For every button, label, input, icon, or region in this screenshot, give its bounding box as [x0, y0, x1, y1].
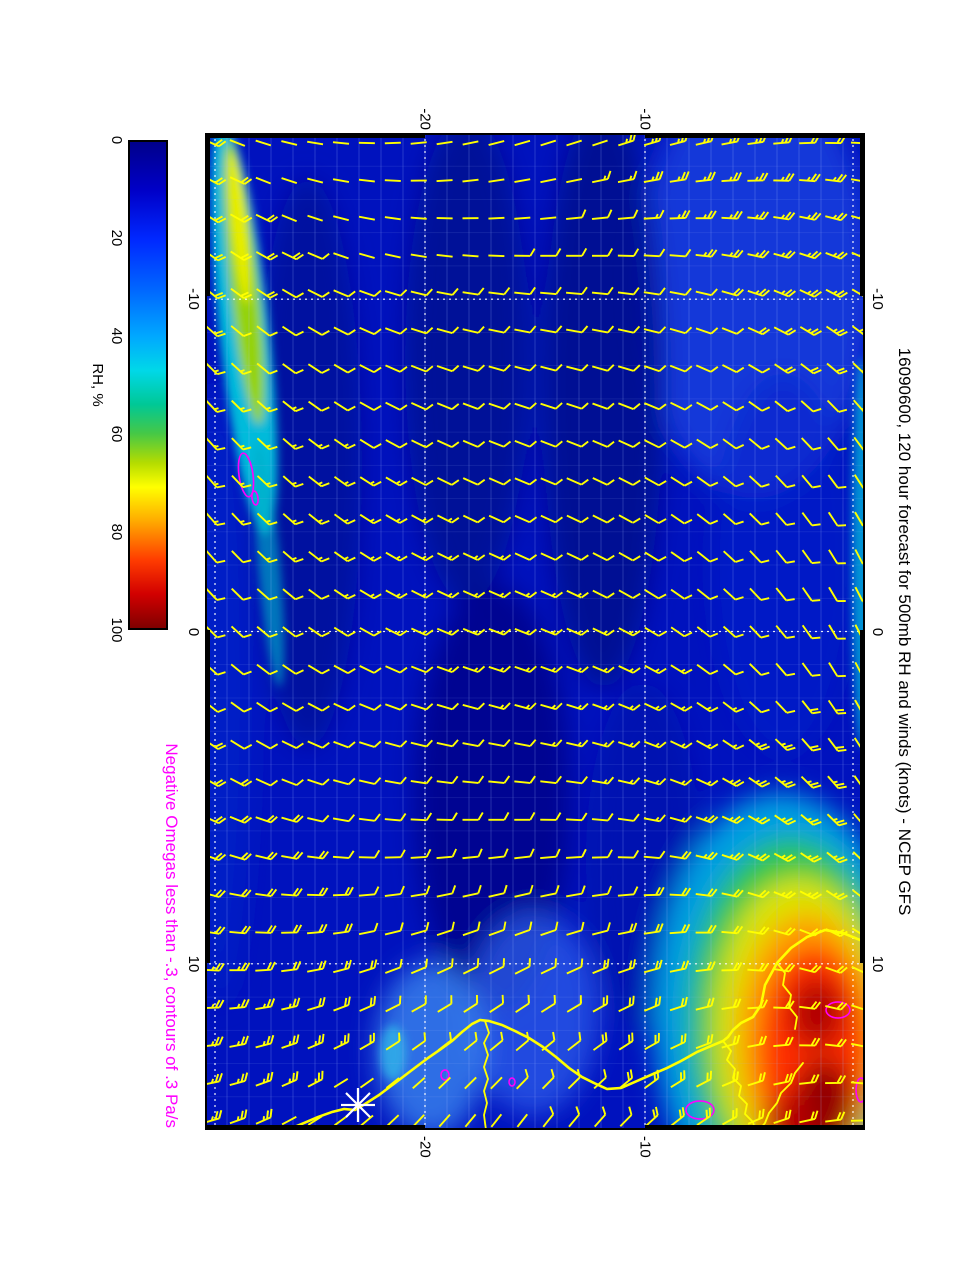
axis-tick-label: 0 — [869, 627, 886, 637]
colorbar-tick: 80 — [108, 523, 125, 541]
axis-tick-label: -20 — [416, 108, 434, 130]
plot-title: 16090600, 120 hour forecast for 500mb RH… — [895, 347, 914, 916]
axis-tick-label: -10 — [185, 288, 202, 310]
colorbar-tick: 60 — [108, 425, 125, 443]
axis-tick-label: -10 — [869, 288, 886, 310]
omega-caption: Negative Omegas less than -.3, contours … — [162, 743, 181, 1128]
map-plot-area — [205, 133, 865, 1130]
axis-tick-label: -20 — [416, 1136, 434, 1158]
axis-tick-label: 0 — [185, 627, 202, 637]
colorbar-label: RH, % — [89, 363, 106, 407]
axis-tick-label: 10 — [869, 955, 886, 973]
colorbar-tick: 20 — [108, 229, 125, 247]
colorbar-tick: 100 — [108, 617, 125, 643]
axis-tick-label: -10 — [636, 1136, 654, 1158]
colorbar-tick: 0 — [108, 135, 125, 145]
colorbar-tick: 40 — [108, 327, 125, 345]
axis-tick-label: 10 — [185, 955, 202, 973]
axis-tick-label: -10 — [636, 108, 654, 130]
rh-colorbar — [128, 140, 168, 630]
